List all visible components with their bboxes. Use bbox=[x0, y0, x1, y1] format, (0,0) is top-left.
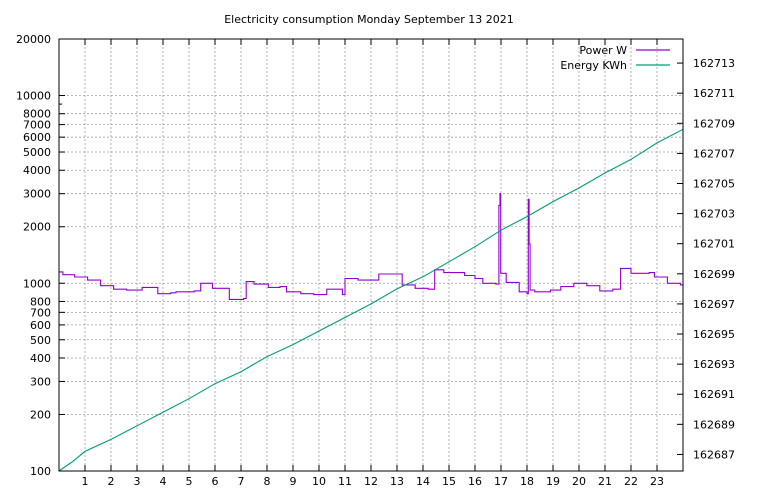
y-tick-label: 1000 bbox=[23, 277, 51, 290]
x-tick-label: 10 bbox=[312, 475, 326, 488]
y2-tick-label: 162693 bbox=[693, 358, 735, 371]
y-tick-label: 5000 bbox=[23, 146, 51, 159]
x-tick-label: 2 bbox=[108, 475, 115, 488]
y2-tick-label: 162711 bbox=[693, 87, 735, 100]
x-tick-label: 8 bbox=[264, 475, 271, 488]
y2-tick-label: 162691 bbox=[693, 388, 735, 401]
x-tick-label: 19 bbox=[546, 475, 560, 488]
y2-tick-label: 162713 bbox=[693, 57, 735, 70]
x-tick-label: 9 bbox=[290, 475, 297, 488]
y2-tick-label: 162687 bbox=[693, 448, 735, 461]
y-tick-label: 200 bbox=[30, 408, 51, 421]
axes: 1 2 3 4 5 6 7 8 9 10 11 12 13 14 15 16 17 18 19 20 21 22 23100… bbox=[16, 33, 735, 488]
y-tick-label: 800 bbox=[30, 295, 51, 308]
y2-tick-label: 162707 bbox=[693, 147, 735, 160]
y-tick-label: 8000 bbox=[23, 108, 51, 121]
legend-label-energy: Energy KWh bbox=[560, 59, 627, 72]
x-tick-label: 12 bbox=[364, 475, 378, 488]
y-tick-label: 300 bbox=[30, 375, 51, 388]
x-tick-label: 5 bbox=[186, 475, 193, 488]
x-tick-label: 3 bbox=[134, 475, 141, 488]
y-tick-label: 2000 bbox=[23, 221, 51, 234]
y-tick-label: 100 bbox=[30, 465, 51, 478]
y2-tick-label: 162709 bbox=[693, 117, 735, 130]
y-tick-label: 6000 bbox=[23, 131, 51, 144]
y2-tick-label: 162697 bbox=[693, 298, 735, 311]
x-tick-label: 7 bbox=[238, 475, 245, 488]
y-tick-label: 4000 bbox=[23, 164, 51, 177]
x-tick-label: 15 bbox=[442, 475, 456, 488]
x-tick-label: 14 bbox=[416, 475, 430, 488]
x-tick-label: 21 bbox=[598, 475, 612, 488]
y-tick-label: 600 bbox=[30, 319, 51, 332]
y2-tick-label: 162699 bbox=[693, 268, 735, 281]
x-tick-label: 18 bbox=[520, 475, 534, 488]
y-tick-label: 400 bbox=[30, 352, 51, 365]
x-tick-label: 4 bbox=[160, 475, 167, 488]
x-tick-label: 23 bbox=[650, 475, 664, 488]
y-tick-label: 700 bbox=[30, 306, 51, 319]
y-tick-label: 20000 bbox=[16, 33, 51, 46]
chart-title: Electricity consumption Monday September… bbox=[224, 13, 514, 26]
x-tick-label: 6 bbox=[212, 475, 219, 488]
y-tick-label: 500 bbox=[30, 334, 51, 347]
x-tick-label: 11 bbox=[338, 475, 352, 488]
legend: Power W Energy KWh bbox=[560, 44, 670, 72]
series-energy-line bbox=[58, 128, 684, 472]
grid bbox=[59, 39, 683, 471]
series-layer bbox=[58, 128, 684, 472]
x-tick-label: 22 bbox=[624, 475, 638, 488]
x-tick-label: 20 bbox=[572, 475, 586, 488]
y2-tick-label: 162705 bbox=[693, 178, 735, 191]
y2-tick-label: 162703 bbox=[693, 208, 735, 221]
legend-label-power: Power W bbox=[579, 44, 627, 57]
y-tick-label: 7000 bbox=[23, 119, 51, 132]
y2-tick-label: 162701 bbox=[693, 238, 735, 251]
x-tick-label: 17 bbox=[494, 475, 508, 488]
y-tick-label: 3000 bbox=[23, 188, 51, 201]
y2-tick-label: 162695 bbox=[693, 328, 735, 341]
x-tick-label: 16 bbox=[468, 475, 482, 488]
series-power-line bbox=[59, 193, 683, 300]
x-tick-label: 13 bbox=[390, 475, 404, 488]
y-tick-label: 10000 bbox=[16, 90, 51, 103]
y2-tick-label: 162689 bbox=[693, 418, 735, 431]
x-tick-label: 1 bbox=[82, 475, 89, 488]
